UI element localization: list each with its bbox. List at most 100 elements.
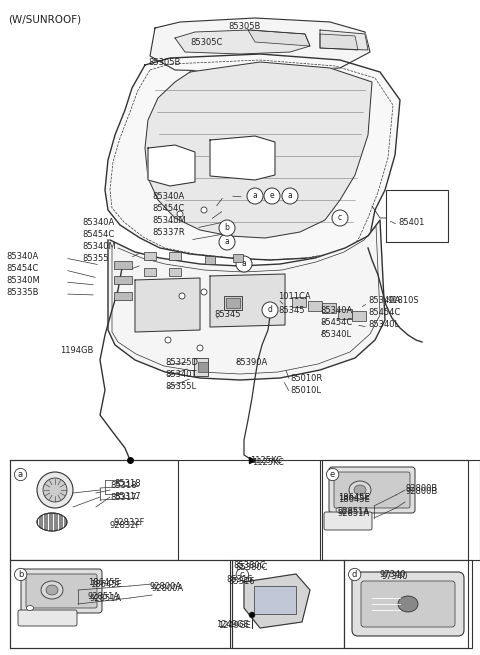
Text: b: b — [225, 223, 229, 233]
FancyBboxPatch shape — [334, 472, 410, 508]
Circle shape — [264, 188, 280, 204]
FancyBboxPatch shape — [361, 581, 455, 627]
Text: 85340M: 85340M — [6, 276, 40, 285]
FancyBboxPatch shape — [26, 574, 97, 608]
Circle shape — [262, 302, 278, 318]
Bar — [338, 309, 352, 319]
Text: 92851A: 92851A — [338, 509, 370, 518]
Text: 85454C: 85454C — [368, 308, 400, 317]
Text: 85305C: 85305C — [190, 38, 222, 47]
Text: 85305B: 85305B — [148, 58, 180, 67]
Circle shape — [43, 478, 67, 502]
Bar — [322, 303, 336, 313]
Bar — [254, 586, 296, 614]
Text: a: a — [288, 191, 292, 200]
Bar — [169, 252, 181, 260]
Bar — [308, 301, 322, 311]
Text: 91810S: 91810S — [388, 296, 420, 305]
Text: 85340A: 85340A — [152, 192, 184, 201]
Circle shape — [165, 337, 171, 343]
Text: 85337R: 85337R — [152, 228, 185, 237]
Text: 85010R: 85010R — [290, 374, 322, 383]
Text: 92800A: 92800A — [150, 582, 182, 591]
Text: c: c — [338, 214, 342, 223]
Text: 85340M: 85340M — [152, 216, 186, 225]
Ellipse shape — [349, 481, 371, 499]
Text: 85454C: 85454C — [152, 204, 184, 213]
Text: 85305B: 85305B — [228, 22, 260, 31]
Text: a: a — [241, 259, 246, 269]
Text: b: b — [18, 570, 24, 579]
Ellipse shape — [354, 485, 366, 495]
Bar — [226, 298, 240, 308]
Text: 85355L: 85355L — [165, 382, 196, 391]
Polygon shape — [320, 30, 368, 50]
Text: 85345: 85345 — [214, 310, 240, 319]
Polygon shape — [105, 54, 400, 260]
Circle shape — [179, 293, 185, 299]
Text: 85340A: 85340A — [368, 296, 400, 305]
Circle shape — [201, 289, 207, 295]
Polygon shape — [210, 274, 285, 327]
FancyBboxPatch shape — [324, 512, 372, 530]
Text: 85454C: 85454C — [82, 230, 114, 239]
Text: a: a — [252, 191, 257, 200]
Bar — [292, 297, 306, 307]
Circle shape — [282, 188, 298, 204]
Text: d: d — [267, 305, 273, 314]
Text: 85355: 85355 — [82, 254, 108, 263]
Ellipse shape — [398, 596, 418, 612]
Text: 85454C: 85454C — [320, 318, 352, 327]
Bar — [10, 460, 178, 560]
Text: 92800B: 92800B — [406, 487, 438, 496]
Polygon shape — [210, 136, 275, 180]
Text: a: a — [18, 470, 23, 479]
Polygon shape — [108, 220, 385, 380]
Text: 85317: 85317 — [110, 493, 137, 502]
Bar — [232, 560, 344, 648]
Text: 1249GE: 1249GE — [218, 621, 251, 630]
Circle shape — [37, 472, 73, 508]
FancyBboxPatch shape — [21, 569, 102, 613]
FancyBboxPatch shape — [352, 572, 464, 636]
Text: 92800A: 92800A — [152, 584, 184, 593]
Text: 1194GB: 1194GB — [60, 346, 94, 355]
Text: 85340A: 85340A — [6, 252, 38, 261]
Bar — [322, 460, 480, 560]
Bar — [144, 252, 156, 260]
Bar — [352, 311, 366, 321]
Text: 85340T: 85340T — [165, 370, 196, 379]
Text: 85318: 85318 — [110, 481, 137, 490]
Text: 85316: 85316 — [228, 577, 254, 586]
Bar — [144, 268, 156, 276]
Ellipse shape — [26, 605, 34, 610]
Text: 85340A: 85340A — [320, 306, 352, 315]
Bar — [198, 362, 208, 372]
Text: 97340: 97340 — [380, 570, 407, 579]
Circle shape — [249, 612, 255, 618]
Polygon shape — [175, 30, 310, 54]
Text: 85454C: 85454C — [6, 264, 38, 273]
Text: 1249GE: 1249GE — [216, 620, 249, 629]
Bar — [233, 254, 243, 262]
Text: 85340A: 85340A — [82, 218, 114, 227]
Text: 18645E: 18645E — [88, 578, 120, 587]
Bar — [114, 261, 132, 269]
Text: 85325D: 85325D — [165, 358, 198, 367]
FancyBboxPatch shape — [18, 610, 77, 626]
Bar — [386, 190, 448, 242]
Text: 85316: 85316 — [226, 575, 252, 584]
Ellipse shape — [37, 513, 67, 531]
Text: 97340: 97340 — [382, 572, 408, 581]
Text: 18645E: 18645E — [338, 493, 370, 502]
Polygon shape — [145, 62, 372, 238]
Text: 85335B: 85335B — [6, 288, 38, 297]
Text: 85340L: 85340L — [368, 320, 399, 329]
Text: c: c — [240, 570, 245, 579]
FancyBboxPatch shape — [329, 467, 415, 513]
Bar — [344, 560, 472, 648]
Text: a: a — [225, 238, 229, 246]
Text: 85401: 85401 — [398, 218, 424, 227]
Text: 1011CA: 1011CA — [278, 292, 311, 301]
Circle shape — [236, 256, 252, 272]
